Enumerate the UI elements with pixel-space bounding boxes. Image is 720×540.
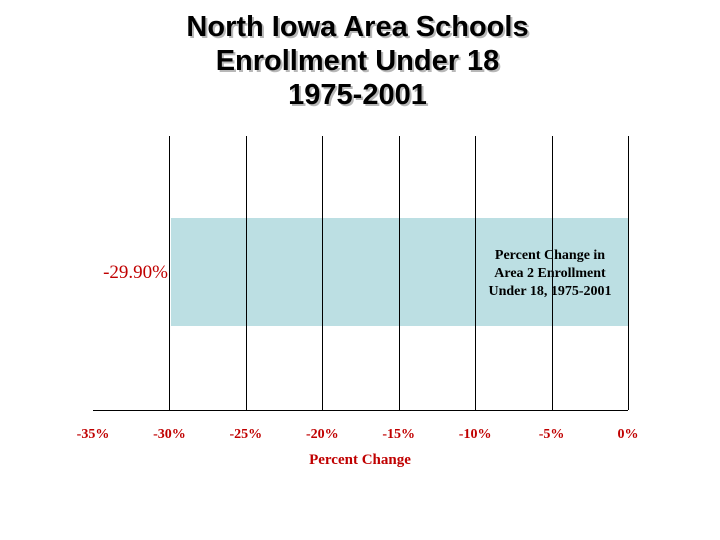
chart-title-line-3: 1975-2001	[288, 79, 427, 111]
annotation-line-2: Area 2 Enrollment	[494, 266, 606, 281]
bar-value-label: -29.90%	[103, 262, 168, 283]
x-tick-label: -20%	[306, 427, 339, 442]
x-axis-title: Percent Change	[309, 452, 411, 468]
chart-title-line-2: Enrollment Under 18	[215, 45, 500, 77]
chart-title: North Iowa Area Schools Enrollment Under…	[0, 10, 715, 112]
chart-title-line-1: North Iowa Area Schools	[186, 11, 529, 43]
x-tick-label: -30%	[153, 427, 186, 442]
annotation-line-3: Under 18, 1975-2001	[488, 284, 611, 299]
x-tick-label: -35%	[77, 427, 110, 442]
x-tick-label: -10%	[459, 427, 492, 442]
x-tick-label: -25%	[230, 427, 263, 442]
x-tick-label: -5%	[539, 427, 565, 442]
x-tick-label: 0%	[618, 427, 639, 442]
x-tick-label: -15%	[382, 427, 415, 442]
annotation-line-1: Percent Change in	[495, 248, 605, 263]
